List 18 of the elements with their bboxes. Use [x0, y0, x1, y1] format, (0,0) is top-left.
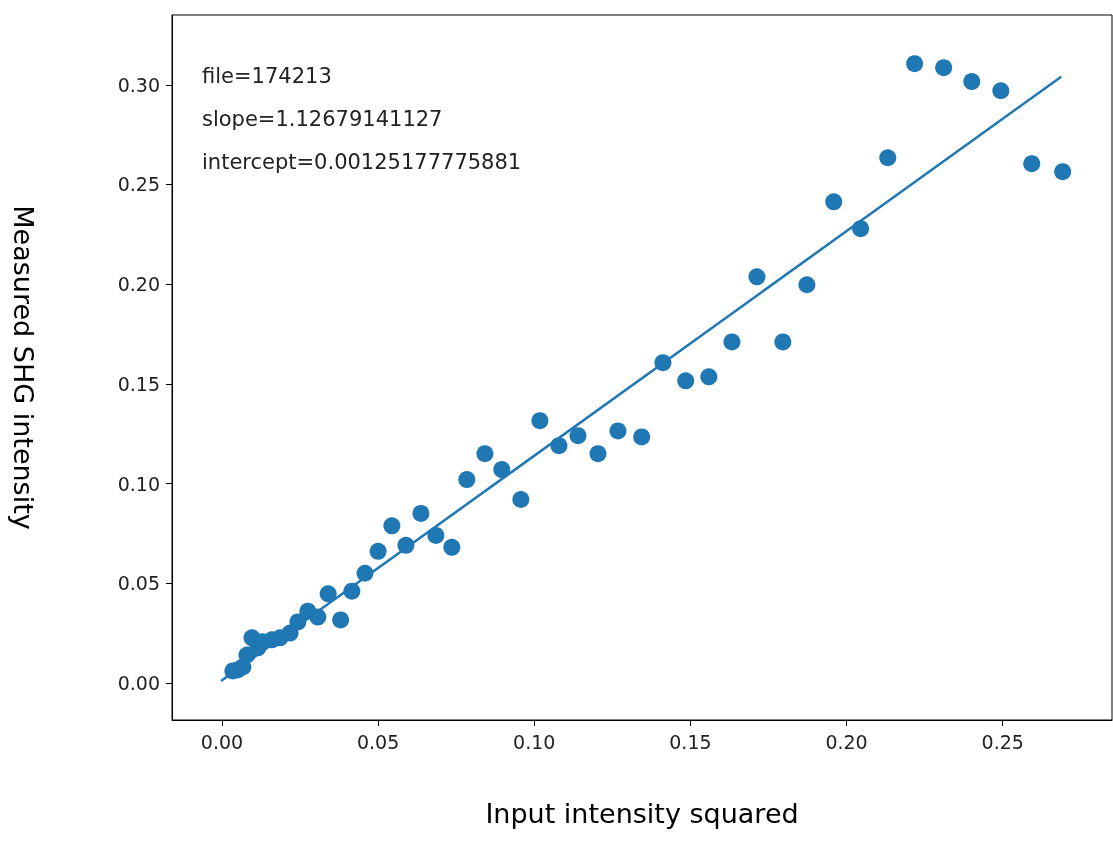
x-tick-label: 0.15	[669, 730, 712, 753]
y-tick-label: 0.25	[117, 173, 160, 196]
x-tick-label: 0.00	[200, 730, 244, 753]
x-tick-label: 0.25	[981, 730, 1024, 753]
x-tick-label: 0.20	[825, 730, 868, 753]
y-tick-label: 0.00	[117, 671, 160, 694]
annotation: slope=1.12679141127	[202, 106, 443, 131]
y-tick-label: 0.10	[117, 472, 160, 495]
annotation: intercept=0.00125177775881	[202, 149, 522, 174]
x-tick-label: 0.10	[513, 730, 556, 753]
x-tick-label: 0.05	[356, 730, 400, 753]
y-tick-label: 0.20	[117, 273, 160, 296]
y-tick-label: 0.30	[117, 73, 160, 96]
y-tick-label: 0.05	[117, 572, 160, 595]
y-tick-label: 0.15	[117, 372, 160, 395]
annotation: file=174213	[202, 63, 332, 88]
x-axis-title: Input intensity squared	[485, 798, 799, 829]
y-axis-title: Measured SHG intensity	[8, 205, 39, 530]
